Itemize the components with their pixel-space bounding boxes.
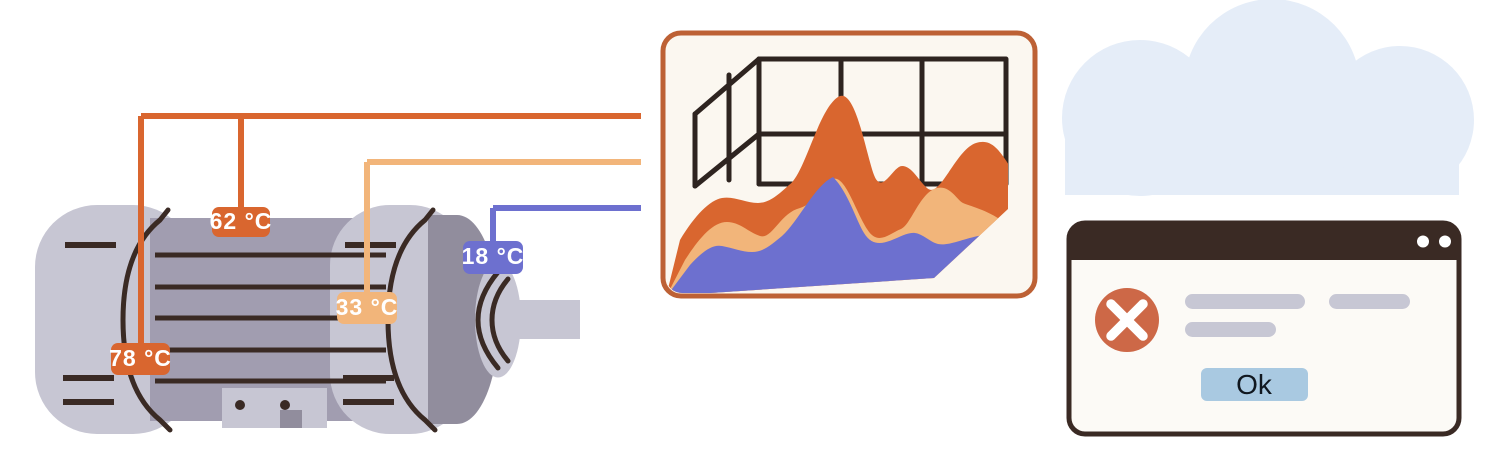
- svg-text:33 °C: 33 °C: [336, 294, 399, 320]
- svg-text:78 °C: 78 °C: [109, 345, 172, 371]
- svg-text:18 °C: 18 °C: [462, 243, 525, 269]
- svg-text:Ok: Ok: [1236, 369, 1273, 400]
- svg-text:62 °C: 62 °C: [210, 208, 273, 234]
